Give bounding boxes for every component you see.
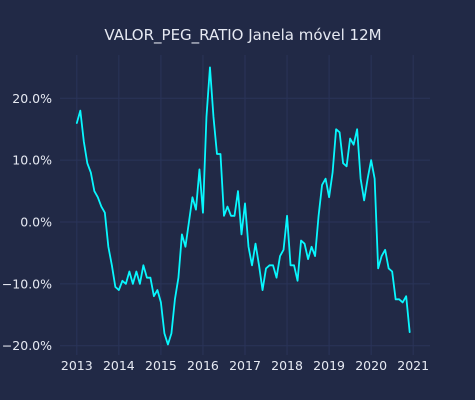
- grid-layer: [60, 55, 430, 355]
- x-tick-label: 2020: [355, 358, 387, 373]
- x-tick-label: 2017: [229, 358, 261, 373]
- x-tick-label: 2021: [397, 358, 429, 373]
- x-tick-label: 2015: [145, 358, 177, 373]
- y-tick-label: 10.0%: [12, 153, 52, 168]
- y-tick-label: 20.0%: [12, 91, 52, 106]
- x-tick-label: 2013: [61, 358, 93, 373]
- chart-title: VALOR_PEG_RATIO Janela móvel 12M: [104, 26, 381, 45]
- x-tick-label: 2019: [313, 358, 345, 373]
- series-line: [75, 66, 411, 346]
- y-tick-label: −20.0%: [2, 338, 52, 353]
- tick-labels: −20.0% −10.0% 0.0% 10.0% 20.0% 2013 2014 2015 20…: [2, 91, 429, 373]
- y-tick-label: 0.0%: [20, 215, 52, 230]
- x-tick-label: 2014: [103, 358, 135, 373]
- series-layer: [75, 66, 411, 346]
- y-tick-label: −10.0%: [2, 276, 52, 291]
- x-tick-label: 2016: [187, 358, 219, 373]
- x-tick-label: 2018: [271, 358, 303, 373]
